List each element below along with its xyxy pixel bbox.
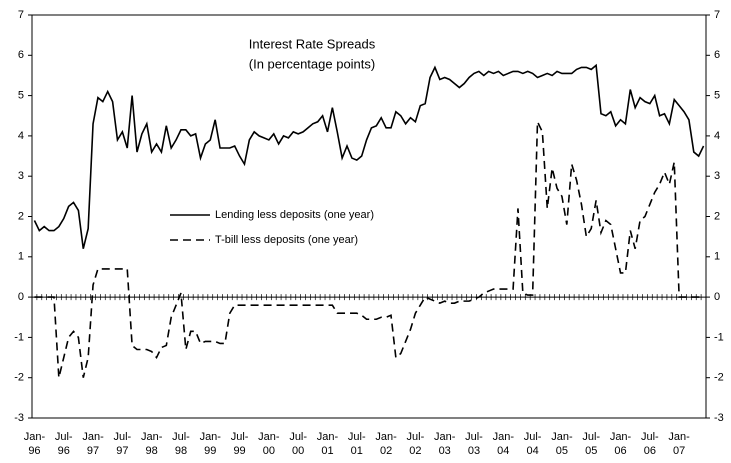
x-tick-label: Jul-03	[465, 431, 483, 457]
y-tick-label: 7	[18, 9, 24, 21]
x-tick-label: Jan-07	[668, 431, 690, 457]
y2-tick-label: -1	[714, 331, 724, 343]
y2-tick-label: -2	[714, 372, 724, 384]
y2-tick-label: 4	[714, 130, 720, 142]
series-line	[33, 63, 705, 249]
x-tick-label: Jul-01	[348, 431, 366, 457]
y2-tick-label: 7	[714, 9, 720, 21]
x-tick-label: Jan-97	[82, 431, 104, 457]
y2-tick-label: 5	[714, 90, 720, 102]
legend-label: Lending less deposits (one year)	[215, 209, 374, 221]
y2-tick-label: -3	[714, 412, 724, 424]
y-tick-label: 0	[18, 291, 24, 303]
x-tick-label: Jan-04	[493, 431, 515, 457]
legend-label: T-bill less deposits (one year)	[215, 234, 358, 246]
x-tick-label: Jan-01	[317, 431, 339, 457]
x-tick-label: Jul-05	[582, 431, 600, 457]
x-tick-label: Jul-00	[289, 431, 307, 457]
x-tick-label: Jul-04	[524, 431, 542, 457]
x-tick-label: Jan-98	[141, 431, 163, 457]
x-tick-label: Jan-05	[551, 431, 573, 457]
y2-tick-label: 1	[714, 251, 720, 263]
x-tick-label: Jul-02	[407, 431, 425, 457]
y-tick-label: 1	[18, 251, 24, 263]
x-tick-label: Jul-97	[113, 431, 131, 457]
y2-tick-label: 2	[714, 210, 720, 222]
x-tick-label: Jan-99	[200, 431, 222, 457]
x-tick-label: Jan-03	[434, 431, 456, 457]
y2-tick-label: 3	[714, 170, 720, 182]
x-tick-label: Jul-06	[641, 431, 659, 457]
x-tick-label: Jan-00	[258, 431, 280, 457]
y-tick-label: 4	[18, 130, 24, 142]
x-tick-label: Jan-96	[24, 431, 46, 457]
y-tick-label: 6	[18, 49, 24, 61]
x-tick-label: Jan-02	[375, 431, 397, 457]
y2-tick-label: 0	[714, 291, 720, 303]
y-tick-label: 5	[18, 90, 24, 102]
chart-title: Interest Rate Spreads	[249, 36, 376, 51]
chart-subtitle: (In percentage points)	[249, 56, 375, 71]
x-tick-label: Jul-96	[55, 431, 73, 457]
y-tick-label: -2	[14, 372, 24, 384]
y-tick-label: -1	[14, 331, 24, 343]
series-line	[34, 121, 704, 378]
y-tick-label: -3	[14, 412, 24, 424]
x-tick-label: Jan-06	[610, 431, 632, 457]
y-tick-label: 3	[18, 170, 24, 182]
y-tick-label: 2	[18, 210, 24, 222]
x-tick-label: Jul-99	[231, 431, 249, 457]
x-tick-label: Jul-98	[172, 431, 190, 457]
y2-tick-label: 6	[714, 49, 720, 61]
